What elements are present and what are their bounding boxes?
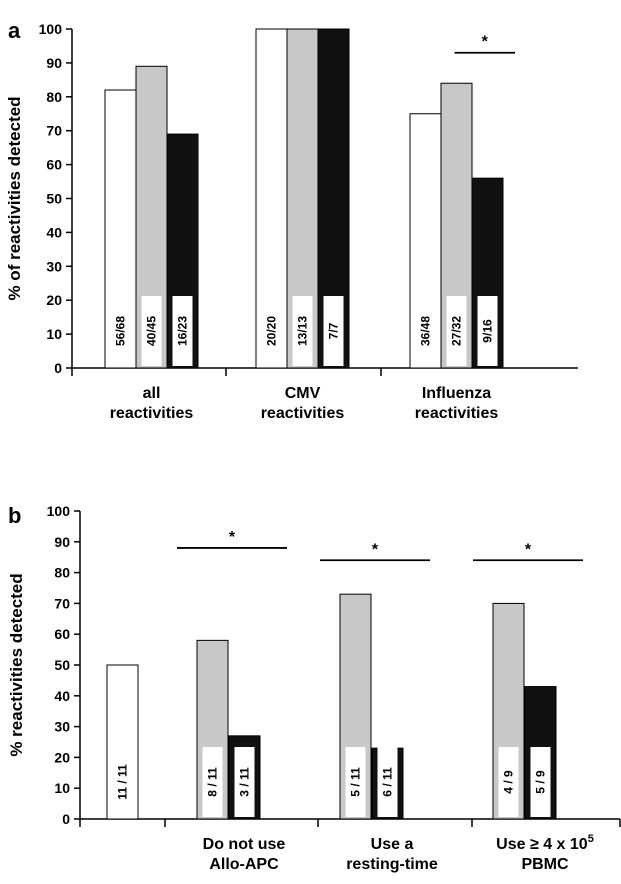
significance-star: * — [525, 541, 532, 558]
bar-label-box — [261, 296, 282, 366]
y-tick-label: 90 — [46, 55, 62, 71]
x-category-label: Do not use — [203, 836, 286, 853]
significance-star: * — [482, 34, 489, 51]
bar-label-box — [446, 296, 467, 366]
significance-star: * — [372, 541, 379, 558]
bar-data-label: 8 / 11 — [206, 767, 220, 797]
bar-data-label: 7/7 — [327, 322, 341, 339]
y-tick-label: 60 — [54, 626, 70, 642]
y-axis-label: % reactivities detected — [7, 573, 26, 756]
bar-data-label: 3 / 11 — [238, 767, 252, 797]
x-category-label: Use ≥ 4 x 105 — [496, 833, 594, 853]
bar-data-label: 11 / 11 — [116, 764, 130, 800]
bar-label-box — [477, 296, 498, 366]
y-tick-label: 100 — [47, 503, 71, 519]
bar-label-box — [323, 296, 344, 366]
y-tick-label: 30 — [46, 258, 62, 274]
x-category-label: PBMC — [521, 856, 569, 873]
bar-data-label: 13/13 — [296, 316, 310, 346]
bar-label-box — [530, 747, 551, 817]
x-category-label: CMV — [285, 385, 321, 402]
chart-panel-a: a % of reactivities detected 0 10 20 30 40 50 60… — [5, 18, 578, 422]
bar-data-label: 36/48 — [419, 316, 433, 346]
bar-label-box — [345, 747, 366, 817]
bar — [492, 602, 525, 820]
x-category-label: resting-time — [346, 856, 438, 873]
y-tick-label: 20 — [46, 292, 62, 308]
x-category-label: reactivities — [110, 405, 194, 422]
x-category-label-superscript: 5 — [588, 833, 594, 845]
significance-star: * — [229, 529, 236, 546]
y-tick-label: 80 — [46, 89, 62, 105]
y-tick-label: 0 — [62, 811, 70, 827]
bar-data-label: 5 / 9 — [534, 770, 548, 794]
bar — [471, 177, 504, 369]
bar-label-box — [498, 747, 519, 817]
bar-data-label: 4 / 9 — [502, 770, 516, 794]
bar-label-box — [172, 296, 193, 366]
x-category-label: Use a — [371, 836, 414, 853]
chart-panel-b: b % reactivities detected 0 10 20 30 40 50 60 70 8… — [7, 503, 621, 873]
x-category-label: reactivities — [415, 405, 499, 422]
bar-data-label: 27/32 — [450, 316, 464, 346]
bar-label-box — [292, 296, 313, 366]
y-tick-label: 80 — [54, 565, 70, 581]
y-tick-label: 60 — [46, 157, 62, 173]
x-category-label: reactivities — [261, 405, 345, 422]
y-axis-label: % of reactivities detected — [5, 96, 24, 300]
y-tick-label: 40 — [46, 224, 62, 240]
x-category-label: Allo-APC — [209, 856, 279, 873]
bar-data-label: 5 / 11 — [349, 767, 363, 797]
panel-label: b — [8, 503, 21, 528]
y-tick-label: 10 — [54, 780, 70, 796]
y-tick-label: 20 — [54, 749, 70, 765]
x-category-label: all — [143, 385, 161, 402]
y-tick-label: 10 — [46, 326, 62, 342]
y-tick-label: 30 — [54, 719, 70, 735]
y-tick-label: 90 — [54, 534, 70, 550]
y-tick-label: 70 — [54, 595, 70, 611]
bar-label-box — [112, 747, 133, 817]
x-category-label: Influenza — [422, 385, 491, 402]
bar-label-box — [202, 747, 223, 817]
bar-data-label: 20/20 — [265, 316, 279, 346]
y-tick-label: 40 — [54, 688, 70, 704]
bar-data-label: 9/16 — [481, 319, 495, 343]
panel-label: a — [8, 18, 21, 43]
bar-data-label: 56/68 — [114, 316, 128, 346]
bar-data-label: 6 / 11 — [381, 767, 395, 797]
bar-data-label: 16/23 — [176, 316, 190, 346]
bar-data-label: 40/45 — [145, 316, 159, 346]
y-tick-label: 0 — [54, 360, 62, 376]
bar-label-box — [110, 296, 131, 366]
y-tick-label: 50 — [46, 191, 62, 207]
bar-label-box — [141, 296, 162, 366]
y-tick-label: 70 — [46, 123, 62, 139]
bar-label-box — [377, 747, 398, 817]
y-tick-label: 100 — [39, 21, 63, 37]
y-tick-label: 50 — [54, 657, 70, 673]
bar-label-box — [234, 747, 255, 817]
bar-label-box — [415, 296, 436, 366]
